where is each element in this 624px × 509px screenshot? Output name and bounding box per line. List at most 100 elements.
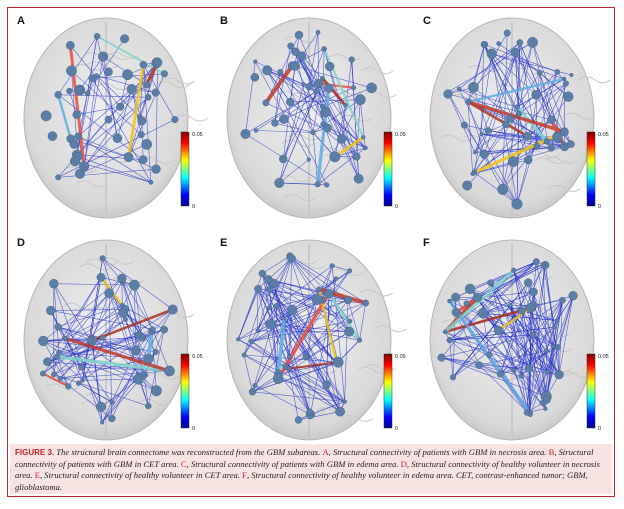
brain-node: [148, 179, 154, 185]
connection: [478, 364, 531, 415]
brain-node: [311, 294, 323, 305]
brain-node: [57, 375, 63, 382]
connection: [521, 310, 560, 375]
connection: [326, 384, 341, 412]
caption-text: , Structural connectivity of healthy vol…: [246, 470, 454, 480]
colorbar-max: 0.05: [598, 132, 609, 138]
connection: [141, 120, 144, 160]
brain-node: [286, 354, 292, 360]
connection: [452, 299, 563, 378]
brain-node: [253, 59, 258, 64]
caption-letter: A: [322, 447, 329, 457]
brain-node: [255, 328, 260, 333]
brain-node: [329, 263, 335, 269]
connection: [488, 130, 547, 142]
brain-gyrus: [157, 81, 191, 89]
brain-node: [47, 131, 58, 141]
brain-node: [138, 155, 148, 165]
connection: [262, 255, 291, 274]
brain-node: [95, 401, 106, 412]
brain-node: [51, 371, 57, 378]
brain-node: [160, 70, 168, 78]
connection: [533, 261, 537, 292]
connection: [318, 83, 357, 157]
brain-node: [137, 131, 145, 138]
colorbar: [383, 353, 393, 429]
connection: [284, 265, 333, 367]
brain-node: [463, 300, 470, 307]
connection: [50, 309, 125, 311]
brain-node: [543, 406, 548, 411]
brain-node: [262, 65, 273, 76]
brain-node: [134, 331, 142, 339]
brain-gyrus: [562, 112, 596, 120]
connection: [278, 83, 304, 184]
connection: [238, 299, 349, 340]
brain-node: [542, 395, 551, 404]
connection: [334, 105, 346, 157]
connection: [359, 99, 366, 148]
connection: [290, 99, 361, 103]
connection: [50, 310, 153, 330]
brain-node: [43, 357, 52, 367]
connection: [252, 363, 337, 393]
brain-node: [164, 365, 175, 377]
brain-node: [279, 154, 288, 164]
brain-gyrus: [534, 157, 567, 165]
brain-node: [320, 106, 331, 118]
brain-panel: B 0.05 0: [220, 15, 406, 219]
brain-node: [109, 399, 115, 405]
brain-node: [544, 348, 549, 353]
connection: [245, 90, 317, 135]
brain-node: [493, 325, 504, 336]
brain-node: [503, 29, 511, 37]
connection: [284, 366, 311, 415]
colorbar-min: 0: [192, 204, 195, 210]
brain-node: [449, 374, 457, 381]
brain-node: [99, 255, 106, 262]
connection: [65, 277, 102, 339]
brain-node: [472, 292, 483, 303]
brain-gyrus: [147, 372, 180, 380]
connection: [298, 411, 341, 421]
connection: [312, 99, 361, 133]
connection: [545, 265, 560, 375]
connection: [488, 264, 546, 356]
connection: [81, 293, 110, 368]
brain-node: [337, 134, 347, 144]
brain-node: [297, 51, 307, 61]
connection: [57, 326, 139, 380]
brain-node: [505, 114, 514, 123]
brain-node: [287, 304, 298, 316]
connection: [291, 309, 327, 385]
brain-node: [80, 378, 85, 383]
brain-node: [282, 315, 287, 321]
strong-connection: [263, 63, 295, 105]
brain-node: [49, 278, 59, 289]
connection: [481, 134, 518, 205]
brain-node: [547, 144, 555, 152]
brain-gyrus: [175, 114, 209, 122]
connection: [331, 265, 345, 402]
connection: [558, 295, 574, 375]
connection: [482, 312, 530, 369]
brain-node: [266, 305, 272, 311]
brain-node: [532, 258, 540, 266]
brain-node: [362, 299, 370, 307]
connection: [530, 295, 574, 309]
connection: [449, 300, 547, 397]
brain-gyrus: [283, 194, 317, 202]
brain-node: [116, 102, 125, 111]
connection: [282, 91, 318, 160]
strong-connection: [466, 77, 566, 104]
brain-gyrus: [288, 133, 321, 141]
connection: [474, 172, 518, 205]
connection: [108, 293, 113, 419]
brain-node: [562, 76, 567, 81]
connection: [530, 307, 547, 397]
brain-node: [523, 132, 532, 141]
connection: [279, 159, 310, 184]
brain-node: [279, 114, 289, 124]
connection: [484, 42, 521, 155]
connection: [510, 305, 531, 413]
